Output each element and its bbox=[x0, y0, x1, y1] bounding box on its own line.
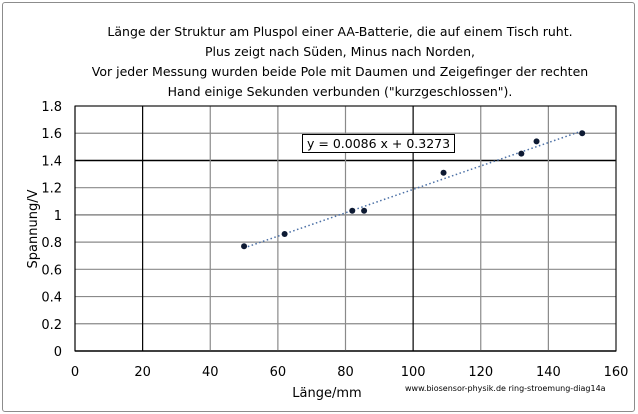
y-axis-label: Spannung/V bbox=[26, 189, 41, 268]
y-tick-label: 1.6 bbox=[41, 127, 62, 142]
data-point bbox=[533, 138, 540, 145]
x-tick-label: 140 bbox=[536, 365, 561, 380]
y-tick-label: 0.4 bbox=[41, 291, 62, 306]
data-point bbox=[361, 207, 368, 214]
y-tick-label: 0.6 bbox=[41, 263, 62, 278]
x-tick-label: 20 bbox=[134, 365, 151, 380]
y-tick-label: 1.2 bbox=[41, 182, 62, 197]
x-tick-label: 60 bbox=[270, 365, 287, 380]
y-tick-label: 0.8 bbox=[41, 236, 62, 251]
x-axis-label: Länge/mm bbox=[292, 386, 361, 401]
trendline-equation: y = 0.0086 x + 0.3273 bbox=[302, 134, 456, 153]
x-tick-label: 0 bbox=[71, 365, 79, 380]
y-tick-label: 1.4 bbox=[41, 154, 62, 169]
data-point bbox=[579, 130, 586, 137]
x-tick-label: 160 bbox=[604, 365, 629, 380]
y-tick-label: 0.2 bbox=[41, 318, 62, 333]
data-point bbox=[241, 243, 248, 250]
credit-text: www.biosensor-physik.de ring-stroemung-d… bbox=[405, 384, 606, 393]
data-point bbox=[281, 230, 288, 237]
y-tick-label: 1 bbox=[54, 209, 62, 224]
x-tick-label: 120 bbox=[468, 365, 493, 380]
x-tick-label: 100 bbox=[401, 365, 426, 380]
data-point bbox=[440, 169, 447, 176]
y-tick-label: 0 bbox=[54, 345, 62, 360]
x-tick-label: 40 bbox=[202, 365, 219, 380]
chart-title-line-3: Vor jeder Messung wurden beide Pole mit … bbox=[91, 64, 589, 79]
chart-title-line-1: Länge der Struktur am Pluspol einer AA-B… bbox=[107, 24, 573, 39]
y-tick-label: 1.8 bbox=[41, 100, 62, 115]
data-point bbox=[518, 150, 525, 157]
data-point bbox=[349, 207, 356, 214]
x-tick-label: 80 bbox=[337, 365, 354, 380]
chart-title-line-2: Plus zeigt nach Süden, Minus nach Norden… bbox=[204, 44, 476, 59]
chart-title-line-4: Hand einige Sekunden verbunden ("kurzges… bbox=[167, 84, 513, 99]
plot-border bbox=[74, 105, 617, 352]
